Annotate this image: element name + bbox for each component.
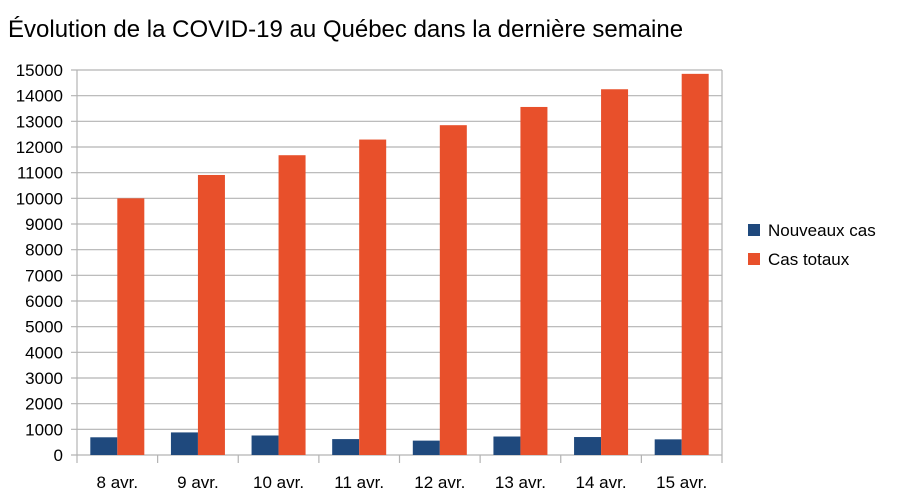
x-tick-label: 13 avr. xyxy=(495,473,546,492)
x-tick-label: 14 avr. xyxy=(576,473,627,492)
x-tick-label: 10 avr. xyxy=(253,473,304,492)
x-axis: 8 avr. 9 avr. 10 avr. 11 avr. 12 avr. 13 avr.… xyxy=(76,455,723,492)
bar-nouveaux-cas xyxy=(412,440,440,455)
y-tick-label: 4000 xyxy=(25,343,63,362)
y-tick-label: 13000 xyxy=(16,112,63,131)
bar-nouveaux-cas xyxy=(251,435,279,455)
y-tick-label: 7000 xyxy=(25,266,63,285)
bar-cas-totaux xyxy=(278,155,306,456)
legend-label: Nouveaux cas xyxy=(768,221,876,240)
x-tick-label: 8 avr. xyxy=(97,473,139,492)
y-tick-label: 11000 xyxy=(17,164,63,183)
y-tick-label: 10000 xyxy=(16,189,63,208)
y-tick-label: 8000 xyxy=(25,241,63,260)
bars xyxy=(90,73,709,456)
y-tick-label: 14000 xyxy=(16,87,63,106)
bar-cas-totaux xyxy=(117,198,145,456)
y-axis: 0 1000 2000 3000 4000 5000 6000 7000 8000 9000 100… xyxy=(16,61,63,465)
y-tick-label: 15000 xyxy=(16,61,63,80)
x-tick-label: 12 avr. xyxy=(414,473,465,492)
bar-cas-totaux xyxy=(197,174,225,455)
x-tick-label: 9 avr. xyxy=(177,473,219,492)
y-tick-label: 2000 xyxy=(25,395,63,414)
bar-cas-totaux xyxy=(681,73,709,455)
y-tick-label: 3000 xyxy=(25,369,63,388)
bar-cas-totaux xyxy=(359,139,387,455)
chart-title: Évolution de la COVID-19 au Québec dans … xyxy=(8,16,683,43)
legend: Nouveaux cas Cas totaux xyxy=(748,221,876,269)
bar-nouveaux-cas xyxy=(493,436,521,455)
legend-swatch xyxy=(748,224,760,236)
bar-nouveaux-cas xyxy=(574,437,602,455)
y-tick-label: 9000 xyxy=(25,215,63,234)
y-tick-label: 12000 xyxy=(16,138,63,157)
bar-nouveaux-cas xyxy=(170,432,198,455)
bar-cas-totaux xyxy=(601,89,629,455)
bar-cas-totaux xyxy=(439,125,467,455)
legend-label: Cas totaux xyxy=(768,250,850,269)
y-tick-label: 1000 xyxy=(25,420,63,439)
bar-nouveaux-cas xyxy=(332,439,360,455)
y-tick-label: 5000 xyxy=(25,318,63,337)
x-tick-label: 11 avr. xyxy=(334,473,384,492)
y-tick-label: 0 xyxy=(54,446,63,465)
bar-nouveaux-cas xyxy=(654,439,682,455)
legend-swatch xyxy=(748,253,760,265)
bar-cas-totaux xyxy=(520,106,548,456)
x-tick-label: 15 avr. xyxy=(656,473,707,492)
bar-nouveaux-cas xyxy=(90,437,118,455)
y-tick-label: 6000 xyxy=(25,292,63,311)
